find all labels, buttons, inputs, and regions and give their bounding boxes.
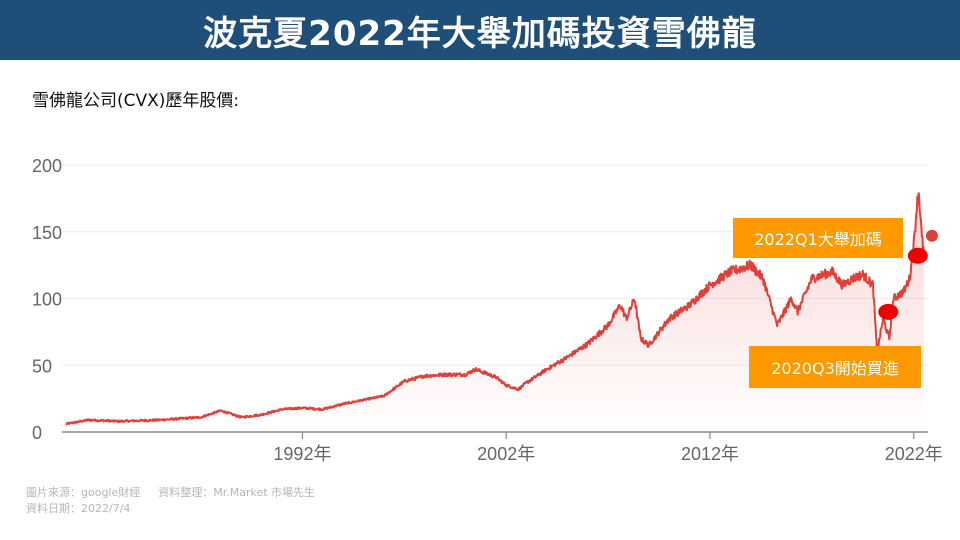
price-area-fill (66, 193, 924, 432)
x-tick-label-2012: 2012年 (681, 444, 739, 464)
marker-2020q3-buy (878, 303, 899, 320)
last-price-dot (925, 229, 938, 242)
price-line-cvx (65, 192, 925, 426)
callout-2020q3-buy: 2020Q3開始買進 (749, 346, 921, 388)
footer-date: 資料日期：2022/7/4 (26, 502, 131, 515)
y-tick-label-150: 150 (32, 223, 62, 243)
marker-2022q1-add (907, 247, 928, 264)
slide-title-bar: 波克夏2022年大舉加碼投資雪佛龍 (0, 0, 960, 60)
footer-compiled: 資料整理：Mr.Market 市場先生 (158, 486, 316, 499)
chart-subtitle: 雪佛龍公司(CVX)歷年股價: (32, 91, 240, 111)
y-tick-label-200: 200 (32, 156, 62, 176)
x-tick-label-1992: 1992年 (273, 444, 331, 464)
x-tick-label-2002: 2002年 (477, 444, 535, 464)
callout-2022q1-add: 2022Q1大舉加碼 (733, 218, 903, 258)
x-tick-label-2022: 2022年 (885, 444, 943, 464)
y-tick-label-50: 50 (32, 356, 52, 376)
footer-source: 圖片來源：google財經 (26, 486, 141, 499)
y-tick-label-100: 100 (32, 290, 62, 310)
slide-title: 波克夏2022年大舉加碼投資雪佛龍 (203, 13, 757, 54)
footer: 圖片來源：google財經 資料整理：Mr.Market 市場先生 資料日期：20… (26, 485, 333, 517)
y-tick-label-0: 0 (32, 423, 42, 443)
